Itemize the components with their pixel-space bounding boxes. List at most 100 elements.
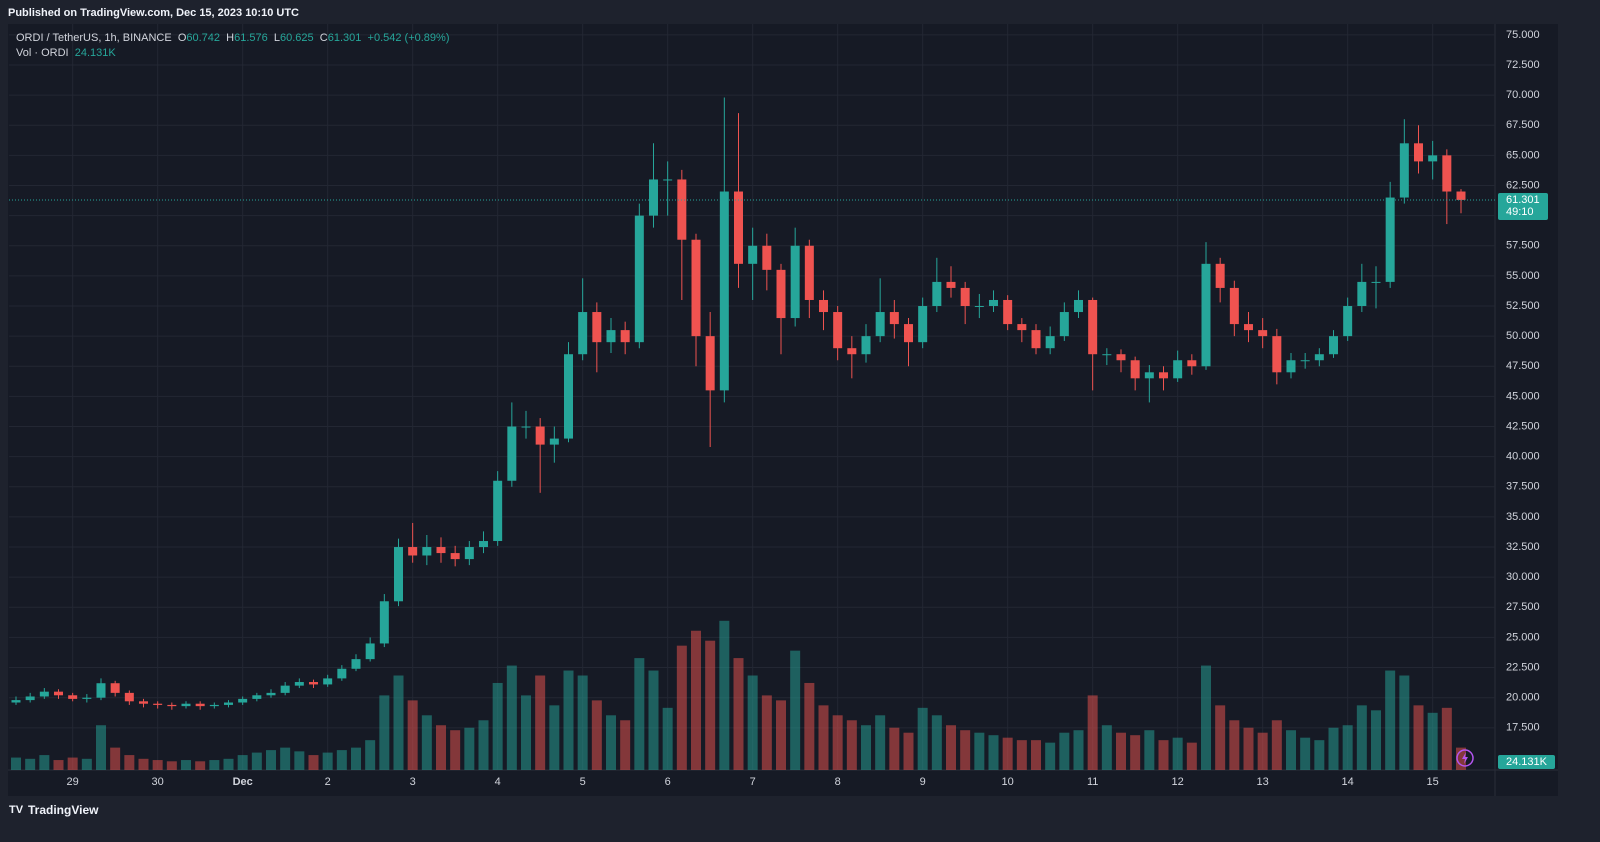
volume-bar — [1031, 740, 1041, 770]
volume-bar — [917, 707, 928, 770]
volume-bar — [733, 658, 744, 770]
candle-body — [634, 215, 644, 343]
alert-icon[interactable] — [1456, 749, 1474, 767]
ohlc-value: 60.742 — [186, 32, 221, 44]
volume-bar — [1158, 740, 1169, 770]
volume-bar — [1271, 720, 1282, 770]
volume-title: Vol · ORDI — [16, 47, 69, 59]
volume-bar — [1144, 730, 1155, 770]
volume-bar — [11, 757, 21, 770]
candle-body — [1414, 143, 1423, 162]
candle-body — [195, 703, 205, 707]
legend-row: ORDI / TetherUS, 1h, BINANCE O60.742 H61… — [16, 31, 450, 46]
candle-body — [1399, 143, 1409, 198]
brand: TradingView — [28, 803, 99, 817]
volume-bar — [705, 640, 716, 770]
candle-body — [960, 287, 970, 307]
volume-bar — [166, 761, 177, 770]
candle-body — [932, 281, 942, 307]
candle-body — [1102, 354, 1112, 356]
candles — [11, 97, 1466, 710]
candle-body — [1258, 330, 1268, 337]
candle-body — [549, 438, 559, 445]
candle-body — [1229, 287, 1239, 325]
volume-bar — [620, 720, 631, 770]
legend: ORDI / TetherUS, 1h, BINANCE O60.742 H61… — [16, 31, 450, 61]
candle-body — [68, 695, 78, 699]
candle-body — [1329, 336, 1338, 355]
volume-bar — [436, 725, 446, 770]
volume-bar — [1314, 740, 1325, 770]
grid — [9, 24, 1495, 770]
volume-bar — [1427, 712, 1438, 770]
volume-bar — [25, 758, 36, 770]
candle-body — [110, 683, 120, 693]
candle-body — [1442, 155, 1452, 192]
candle-body — [1314, 354, 1324, 361]
candle-body — [365, 643, 375, 660]
ohlc-label: L — [273, 32, 281, 44]
volume-bar — [988, 735, 999, 770]
candle-body — [209, 704, 219, 707]
volume-bar — [351, 747, 361, 770]
volume-bar — [1257, 732, 1268, 770]
candle-body — [847, 348, 857, 355]
countdown: 49:10 — [1506, 206, 1534, 218]
candle-body — [479, 541, 488, 548]
x-tick-label: 13 — [1257, 776, 1269, 788]
x-tick-label: 2 — [325, 776, 331, 788]
y-tick-label: 20.000 — [1506, 692, 1540, 704]
axes: 17.500 20.000 22.500 25.000 27.500 30.000 32.5… — [9, 29, 1555, 788]
candle-body — [1130, 360, 1140, 379]
volume-bar — [1101, 725, 1112, 770]
volume-bar — [152, 760, 163, 770]
logo: TV — [9, 804, 24, 816]
x-tick-label: 9 — [920, 776, 926, 788]
change-pct: (+0.89%) — [404, 32, 450, 44]
x-tick-label: 3 — [410, 776, 416, 788]
candle-body — [974, 306, 984, 308]
y-tick-label: 57.500 — [1506, 240, 1540, 252]
candle-body — [1187, 360, 1197, 367]
ohlc-label: C — [319, 32, 328, 44]
candle-body — [1244, 324, 1253, 331]
x-tick-label: 12 — [1172, 776, 1184, 788]
candle-body — [663, 179, 673, 181]
symbol: ORDI / TetherUS, 1h, BINANCE — [16, 32, 172, 44]
candle-body — [139, 701, 148, 704]
volume-bar — [195, 761, 206, 770]
volume-bar — [407, 700, 418, 770]
x-tick-label: 4 — [495, 776, 501, 788]
y-tick-label: 37.500 — [1506, 481, 1540, 493]
volume-bar — [393, 675, 404, 770]
volume-tag — [1498, 755, 1555, 769]
volume-bar — [549, 705, 560, 770]
volume-bar — [875, 715, 886, 770]
volume-bar — [322, 752, 333, 770]
candle-body — [564, 354, 573, 439]
volume-bar — [676, 645, 687, 770]
candle-body — [394, 547, 403, 602]
volume-bar — [53, 760, 64, 770]
candle-body — [819, 299, 828, 313]
volume-bar — [1342, 725, 1353, 770]
volume-bar — [662, 707, 673, 770]
alert-icon-bolt — [1462, 752, 1468, 764]
y-tick-label: 70.000 — [1506, 89, 1540, 101]
y-tick-label: 32.500 — [1506, 541, 1540, 553]
candle-body — [606, 330, 616, 343]
volume-bar — [946, 725, 956, 770]
candle-body — [748, 245, 758, 264]
candle-body — [252, 695, 262, 699]
last-price-label: 61.301 — [1506, 194, 1540, 206]
candle-body — [379, 601, 389, 644]
candle-body — [464, 547, 474, 560]
volume-bar — [1201, 665, 1211, 770]
x-tick-label: 10 — [1002, 776, 1014, 788]
volume-bar — [634, 658, 645, 770]
legend-row: Vol · ORDI 24.131K — [16, 46, 450, 61]
candle-body — [521, 426, 531, 428]
candle-body — [1017, 324, 1027, 331]
y-tick-label: 47.500 — [1506, 360, 1540, 372]
